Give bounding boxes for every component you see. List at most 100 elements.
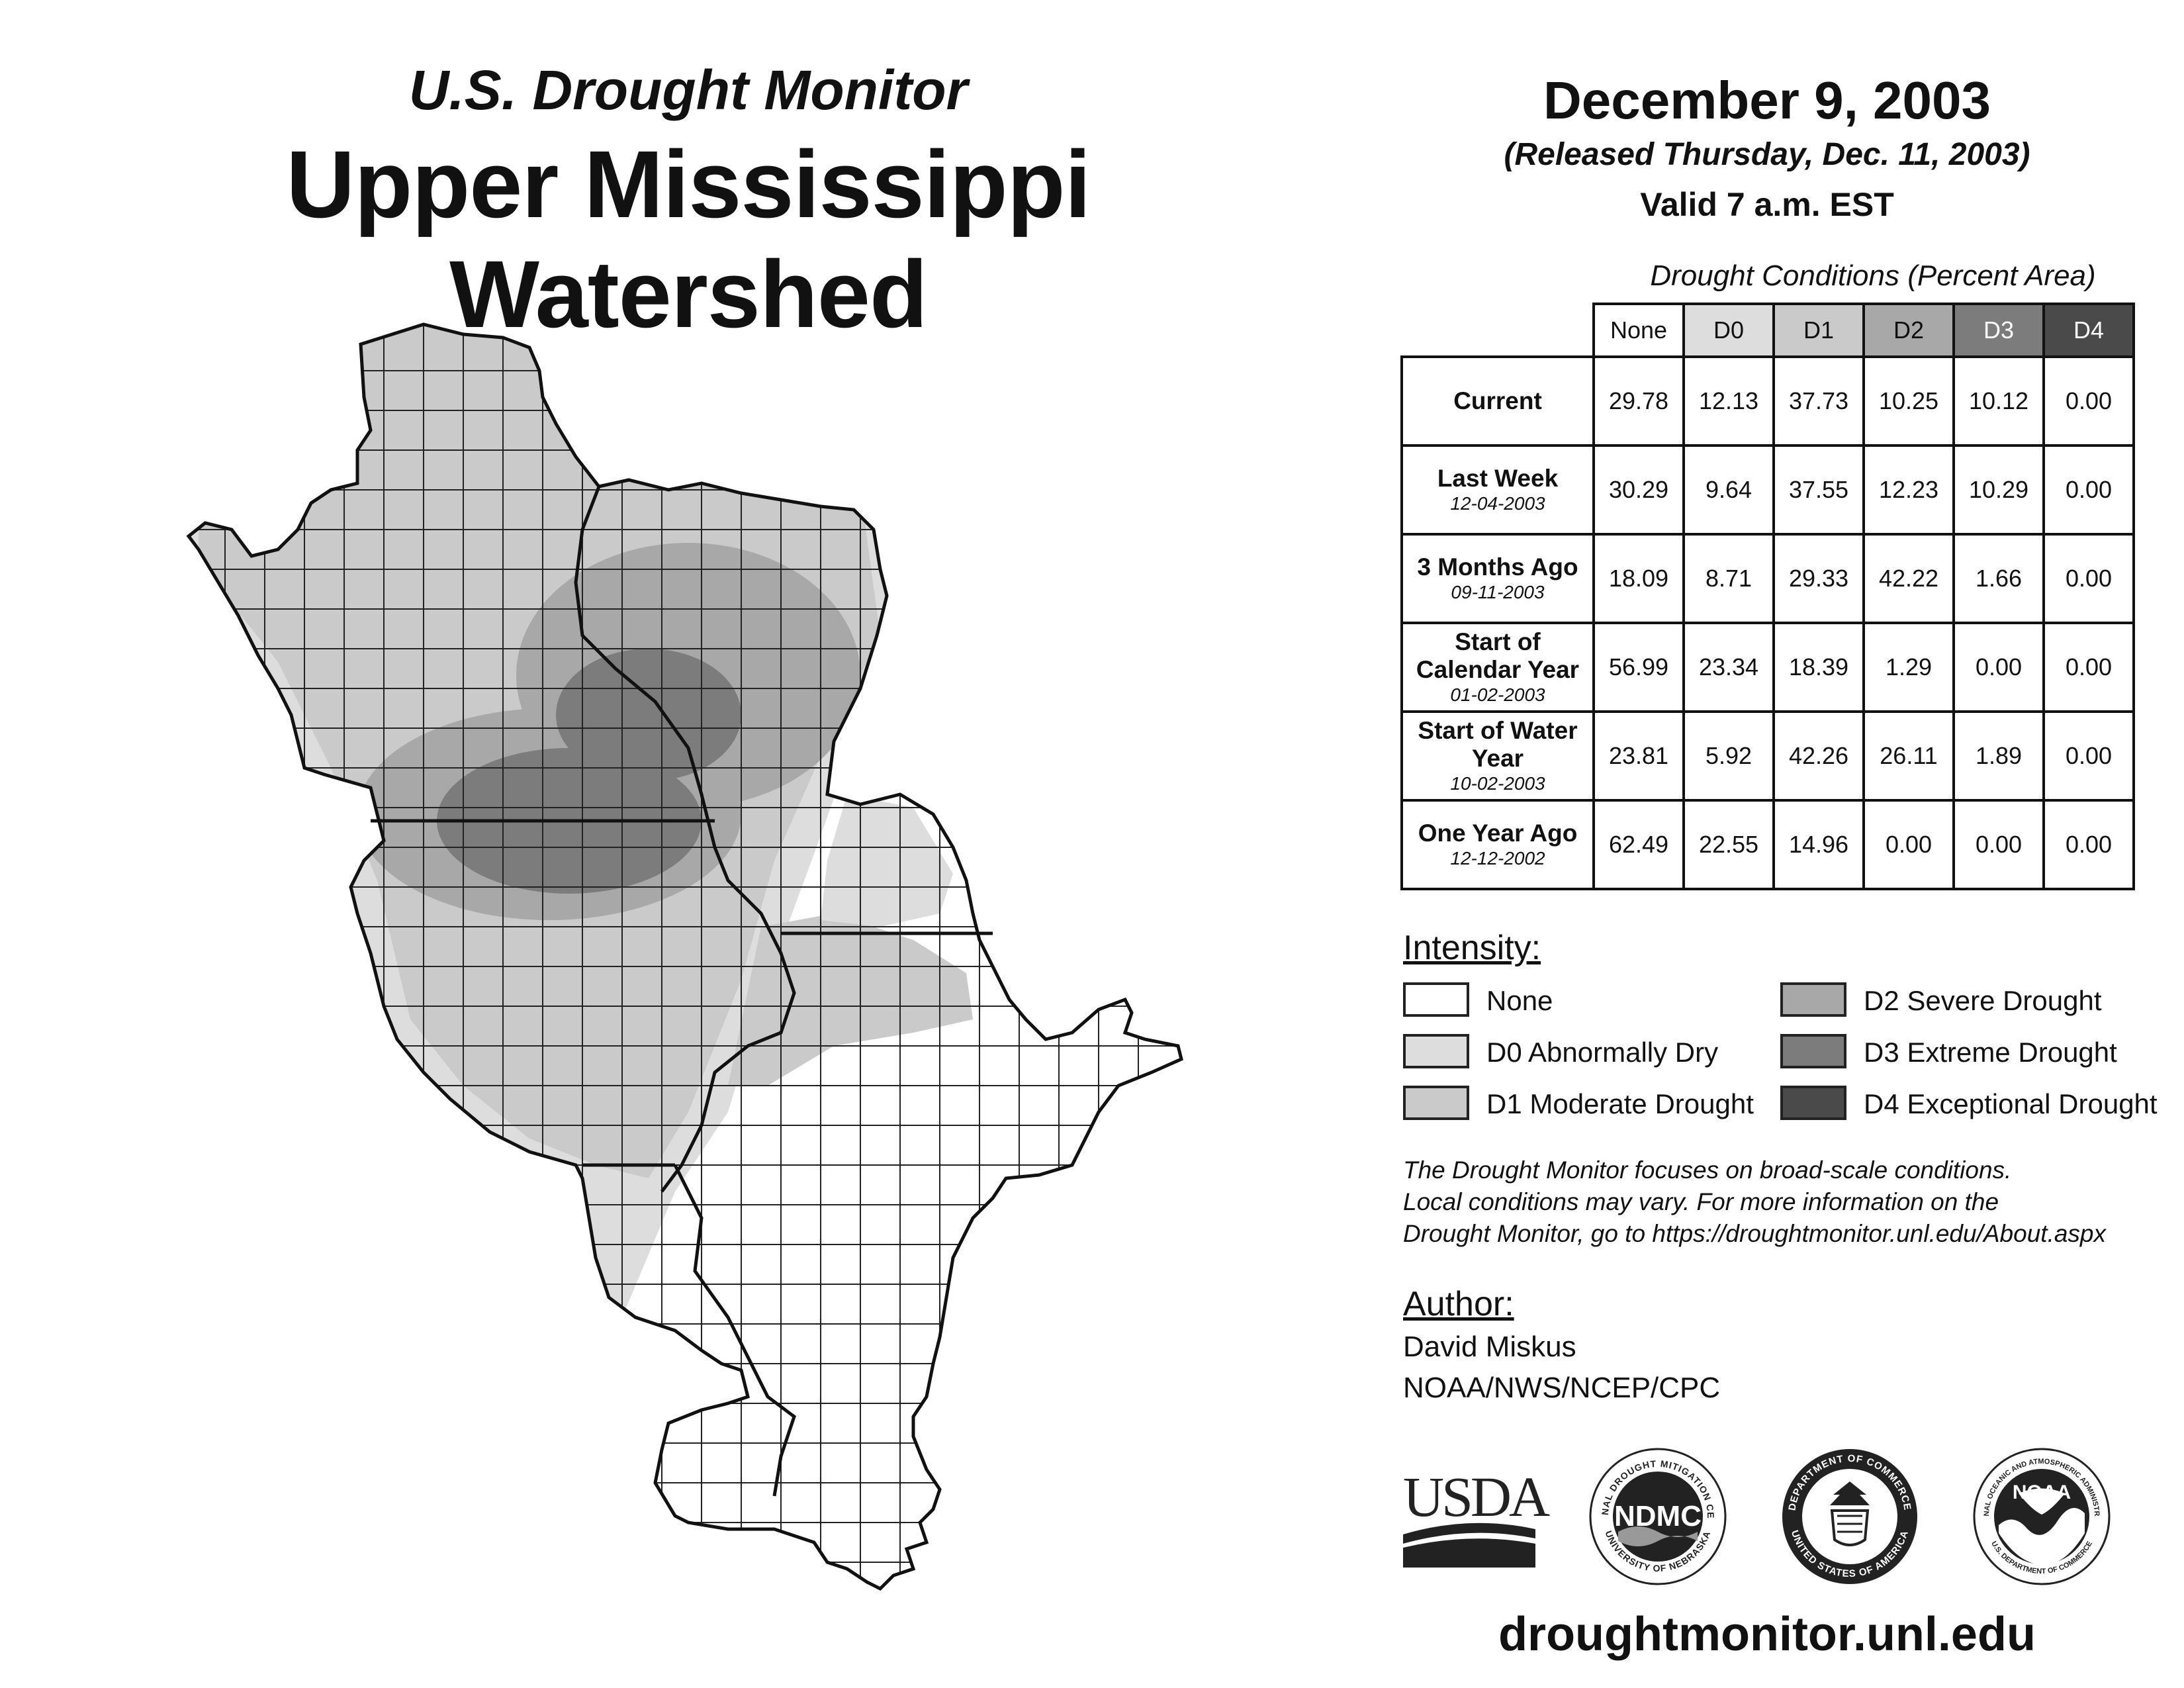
table-cell: 0.00	[1952, 799, 2045, 890]
table-cell: 14.96	[1772, 799, 1865, 890]
ndmc-logo-text: NDMC	[1614, 1500, 1702, 1532]
table-cell: 42.22	[1862, 533, 1955, 624]
doc-logo: DEPARTMENT OF COMMERCE UNITED STATES OF …	[1780, 1447, 1919, 1586]
col-header-d3: D3	[1952, 303, 2045, 358]
row-label: 3 Months Ago	[1417, 553, 1578, 581]
table-corner	[1402, 304, 1594, 357]
table-cell: 1.29	[1862, 622, 1955, 713]
table-cell: 18.39	[1772, 622, 1865, 713]
legend-label: D1 Moderate Drought	[1486, 1088, 1754, 1119]
row-label-current: Current	[1400, 355, 1595, 447]
table-cell: 5.92	[1682, 710, 1775, 802]
table-cell: 9.64	[1682, 444, 1775, 536]
legend-label: D3 Extreme Drought	[1864, 1037, 2117, 1068]
ndmc-seal-icon: NATIONAL DROUGHT MITIGATION CENTER UNIVE…	[1584, 1438, 1727, 1585]
state-boundaries	[371, 486, 993, 1497]
table-cell: 0.00	[2042, 355, 2135, 447]
minnesota-wisconsin-border	[574, 486, 796, 1193]
valid-time: Valid 7 a.m. EST	[1640, 186, 1894, 223]
drought-area-d0-east	[821, 794, 953, 927]
table-cell: 18.09	[1592, 533, 1685, 624]
drought-areas	[189, 324, 973, 1317]
table-cell: 10.25	[1862, 355, 1955, 447]
table-cell: 56.99	[1592, 622, 1685, 713]
table-cell: 1.89	[1952, 710, 2045, 802]
table-row: Start of Water Year 10-02-2003 23.81 5.92…	[1400, 710, 2135, 802]
watershed-border	[186, 322, 1183, 1591]
row-label: Start of Calendar Year	[1416, 628, 1580, 683]
table-cell: 0.00	[2042, 444, 2135, 536]
drought-conditions-table: None D0 D1 D2 D3 D4 Current 29.78 12.13 …	[1400, 303, 2135, 890]
legend-label: D4 Exceptional Drought	[1864, 1088, 2158, 1119]
legend-title: Intensity:	[1403, 929, 1541, 967]
table-cell: 29.78	[1592, 355, 1685, 447]
table-cell: 0.00	[2042, 710, 2135, 802]
table-cell: 29.33	[1772, 533, 1865, 624]
row-label-3-months-ago: 3 Months Ago 09-11-2003	[1400, 533, 1595, 624]
table-cell: 0.00	[1952, 622, 2045, 713]
table-cell: 23.81	[1592, 710, 1685, 802]
table-row: Last Week 12-04-2003 30.29 9.64 37.55 12.…	[1400, 444, 2135, 536]
release-date: (Released Thursday, Dec. 11, 2003)	[1504, 137, 2030, 172]
note-line: Drought Monitor, go to https://droughtmo…	[1403, 1220, 2106, 1247]
table-cell: 42.26	[1772, 710, 1865, 802]
row-date: 12-12-2002	[1450, 848, 1545, 868]
table-cell: 37.55	[1772, 444, 1865, 536]
row-label-start-of-calendar-year: Start of Calendar Year 01-02-2003	[1400, 622, 1595, 713]
author-title: Author:	[1403, 1285, 1514, 1323]
noaa-seal-icon: NATIONAL OCEANIC AND ATMOSPHERIC ADMINIS…	[1970, 1441, 2111, 1585]
col-header-d4: D4	[2042, 303, 2135, 358]
legend-swatch	[1780, 982, 1846, 1017]
drought-area-d1-se	[728, 914, 973, 1086]
legend-swatch	[1403, 1034, 1469, 1068]
col-header-d2: D2	[1862, 303, 1955, 358]
row-date: 09-11-2003	[1451, 582, 1545, 602]
note-line: Local conditions may vary. For more info…	[1403, 1188, 1999, 1215]
table-cell: 10.12	[1952, 355, 2045, 447]
col-header-none: None	[1592, 303, 1685, 358]
table-cell: 37.73	[1772, 355, 1865, 447]
table-cell: 62.49	[1592, 799, 1685, 890]
row-date: 12-04-2003	[1450, 493, 1545, 514]
note-line: The Drought Monitor focuses on broad-sca…	[1403, 1156, 2012, 1184]
usda-swoosh-icon	[1403, 1523, 1535, 1568]
website-link[interactable]: droughtmonitor.unl.edu	[1498, 1608, 2036, 1661]
table-cell: 0.00	[2042, 799, 2135, 890]
row-label-start-of-water-year: Start of Water Year 10-02-2003	[1400, 710, 1595, 802]
col-header-d0: D0	[1682, 303, 1775, 358]
table-caption: Drought Conditions (Percent Area)	[1650, 259, 2096, 292]
drought-area-d3-north	[556, 649, 741, 781]
legend-swatch	[1403, 982, 1469, 1017]
doc-seal-icon: DEPARTMENT OF COMMERCE UNITED STATES OF …	[1782, 1449, 1917, 1584]
table-cell: 10.29	[1952, 444, 2045, 536]
table-cell: 1.66	[1952, 533, 2045, 624]
table-cell: 22.55	[1682, 799, 1775, 890]
table-cell: 26.11	[1862, 710, 1955, 802]
author-name: David Miskus	[1403, 1331, 1576, 1363]
noaa-logo: NATIONAL OCEANIC AND ATMOSPHERIC ADMINIS…	[1970, 1441, 2111, 1586]
legend-label: D2 Severe Drought	[1864, 985, 2102, 1016]
table-cell: 0.00	[2042, 533, 2135, 624]
table-cell: 12.13	[1682, 355, 1775, 447]
table-cell: 30.29	[1592, 444, 1685, 536]
table-row: 3 Months Ago 09-11-2003 18.09 8.71 29.33 …	[1400, 533, 2135, 624]
subtitle: U.S. Drought Monitor	[408, 59, 968, 121]
legend-label: D0 Abnormally Dry	[1486, 1037, 1719, 1068]
table-row: One Year Ago 12-12-2002 62.49 22.55 14.96…	[1400, 799, 2135, 890]
row-date: 10-02-2003	[1450, 773, 1545, 794]
row-label: Current	[1453, 387, 1542, 414]
usda-logo: USDA	[1403, 1465, 1550, 1568]
author-org: NOAA/NWS/NCEP/CPC	[1403, 1372, 1721, 1404]
table-cell: 12.23	[1862, 444, 1955, 536]
row-label-one-year-ago: One Year Ago 12-12-2002	[1400, 799, 1595, 890]
table-header-row: None D0 D1 D2 D3 D4	[1402, 303, 2135, 358]
table-row: Current 29.78 12.13 37.73 10.25 10.12 0.…	[1400, 355, 2135, 447]
legend-swatch	[1780, 1086, 1846, 1120]
drought-map	[186, 322, 1183, 1591]
table-row: Start of Calendar Year 01-02-2003 56.99 2…	[1400, 622, 2135, 713]
row-label: Start of Water Year	[1418, 717, 1578, 772]
usda-logo-text: USDA	[1403, 1465, 1550, 1528]
ndmc-logo: NATIONAL DROUGHT MITIGATION CENTER UNIVE…	[1584, 1438, 1727, 1586]
table-cell: 0.00	[2042, 622, 2135, 713]
page-title: Upper Mississippi Watershed	[286, 131, 1091, 348]
